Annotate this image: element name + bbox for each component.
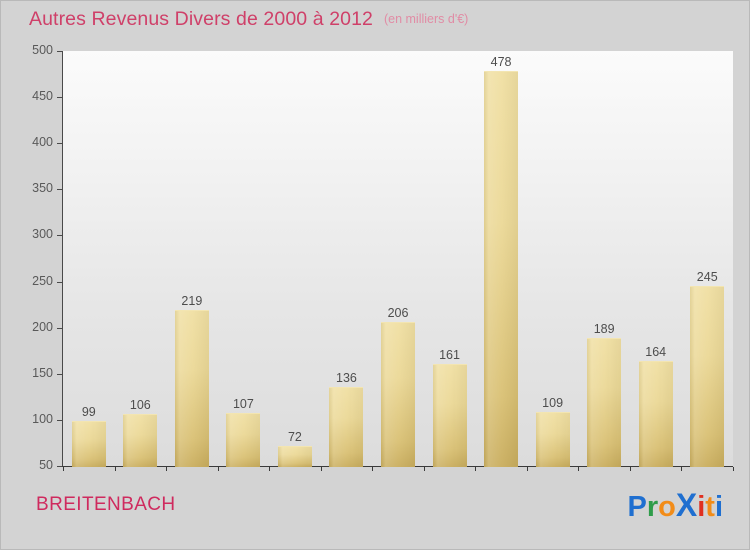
x-tick-mark	[424, 467, 425, 471]
y-axis-tick: 500	[32, 43, 62, 57]
y-tick-label: 100	[32, 411, 53, 426]
bar-value-label: 219	[181, 294, 203, 309]
y-tick-mark	[57, 327, 62, 329]
logo-letter: P	[627, 491, 647, 523]
bar[interactable]: 189	[587, 322, 622, 467]
chart-subtitle: (en milliers d'€)	[383, 12, 469, 26]
y-axis-tick: 300	[32, 227, 62, 241]
y-tick-label: 50	[39, 458, 53, 472]
bar[interactable]: 107	[226, 397, 261, 467]
x-tick-mark	[681, 467, 682, 471]
x-tick-mark	[578, 467, 579, 471]
logo-letter: r	[646, 491, 659, 523]
bar[interactable]: 219	[174, 294, 209, 467]
bar[interactable]: 136	[329, 371, 364, 467]
bar[interactable]: 106	[123, 398, 158, 467]
footer: BREITENBACH ProXiti	[2, 471, 749, 549]
y-tick-mark	[57, 143, 62, 145]
y-tick-label: 200	[32, 319, 53, 334]
y-tick-mark	[57, 97, 62, 99]
bar-value-label: 245	[696, 270, 718, 285]
x-tick-mark	[372, 467, 373, 471]
logo-letter: o	[658, 491, 676, 523]
y-tick-mark	[57, 373, 62, 375]
y-tick-label: 150	[32, 365, 53, 380]
y-tick-label: 300	[32, 227, 53, 242]
x-tick-mark	[269, 467, 270, 471]
bar[interactable]: 206	[381, 306, 415, 467]
y-axis-tick: 250	[32, 274, 62, 288]
y-tick-mark	[57, 466, 62, 467]
bar[interactable]: 245	[690, 270, 725, 467]
page-title: Autres Revenus Divers de 2000 à 2012	[29, 7, 373, 30]
y-tick-mark	[57, 235, 62, 237]
bar-value-label: 106	[129, 398, 151, 413]
bar-value-label: 164	[645, 344, 667, 359]
x-tick-mark	[475, 467, 476, 471]
y-axis-tick: 350	[32, 181, 62, 195]
y-axis-tick: 150	[32, 366, 62, 380]
x-tick-mark	[166, 467, 167, 471]
y-axis-tick: 50	[39, 458, 62, 472]
bar-value-label: 109	[542, 395, 564, 410]
y-axis-tick: 200	[32, 320, 62, 334]
bar[interactable]: 478	[484, 55, 519, 467]
bar-value-label: 99	[81, 404, 96, 419]
bar-value-label: 72	[287, 429, 302, 444]
bar-value-label: 206	[387, 306, 409, 321]
y-axis-line	[62, 51, 63, 467]
y-tick-mark	[57, 51, 62, 52]
plot-frame: 50 100 150 200 250 300 350 400 450 500 99 106 219 10…	[2, 37, 749, 487]
x-tick-mark	[218, 467, 219, 471]
y-axis-tick: 450	[32, 89, 62, 103]
y-axis-tick: 100	[32, 412, 62, 426]
y-tick-mark	[57, 419, 62, 421]
x-tick-mark	[63, 467, 64, 471]
bar-value-label: 478	[490, 55, 512, 70]
y-tick-mark	[57, 189, 62, 191]
bar[interactable]: 72	[277, 430, 312, 467]
bar-value-label: 161	[439, 347, 460, 362]
bar[interactable]: 109	[535, 396, 570, 467]
title-bar: Autres Revenus Divers de 2000 à 2012 (en…	[1, 1, 749, 37]
logo-letter: i	[697, 491, 706, 523]
bar-value-label: 107	[232, 397, 254, 412]
bar[interactable]: 99	[71, 405, 106, 467]
x-tick-mark	[115, 467, 116, 471]
x-tick-mark	[630, 467, 631, 471]
y-tick-label: 250	[32, 273, 53, 288]
bar-value-label: 189	[593, 321, 615, 336]
proxiti-logo[interactable]: ProXiti	[628, 489, 724, 522]
bar[interactable]: 161	[432, 348, 467, 467]
commune-name: BREITENBACH	[36, 494, 176, 515]
logo-letter: i	[714, 491, 723, 523]
y-tick-label: 400	[32, 135, 53, 150]
x-tick-mark	[733, 467, 734, 471]
y-tick-label: 450	[32, 89, 53, 104]
y-tick-label: 500	[32, 43, 53, 57]
bar-value-label: 136	[336, 370, 357, 385]
y-tick-label: 350	[32, 181, 53, 196]
x-tick-mark	[527, 467, 528, 471]
y-axis-tick: 400	[32, 135, 62, 149]
x-tick-mark	[321, 467, 322, 471]
logo-letter: t	[705, 491, 715, 523]
bar[interactable]: 164	[638, 345, 673, 467]
y-tick-mark	[57, 281, 62, 283]
logo-letter: X	[675, 487, 698, 523]
